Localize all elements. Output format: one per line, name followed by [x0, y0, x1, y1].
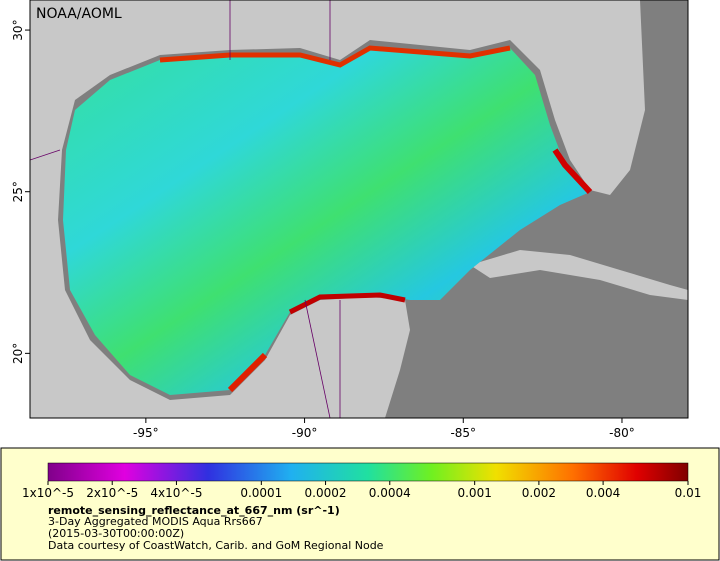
- colorbar-tick-label: 0.0001: [240, 486, 282, 500]
- lon-tick-label: -90°: [292, 426, 318, 440]
- lon-tick-label: -95°: [133, 426, 159, 440]
- colorbar-tick-label: 0.0004: [369, 486, 411, 500]
- cuba: [470, 250, 688, 300]
- lat-tick-label: 25°: [11, 181, 25, 202]
- variable-name: remote_sensing_reflectance_at_667_nm (sr…: [48, 504, 340, 517]
- coastal-high-reflectance: [552, 148, 593, 195]
- colorbar-tick-label: 1x10^-5: [22, 486, 74, 500]
- coastal-high-reflectance: [159, 45, 511, 68]
- colorbar-tick-label: 0.01: [675, 486, 702, 500]
- colorbar-tick-label: 0.0002: [305, 486, 347, 500]
- time: (2015-03-30T00:00:00Z): [48, 527, 184, 540]
- lon-tick-label: -80°: [609, 426, 635, 440]
- lat-tick-label: 20°: [11, 343, 25, 364]
- colorbar-tick-label: 0.001: [457, 486, 491, 500]
- land: [30, 0, 645, 418]
- reflectance-field: [63, 48, 590, 395]
- colorbar-tick-label: 0.002: [522, 486, 556, 500]
- lat-tick-label: 30°: [11, 19, 25, 40]
- coastal-high-reflectance: [227, 352, 268, 393]
- map-frame: [29, 0, 689, 419]
- data-credit: Data courtesy of CoastWatch, Carib. and …: [48, 539, 384, 552]
- border: [30, 0, 341, 418]
- product: 3-Day Aggregated MODIS Aqua Rrs667: [48, 515, 263, 528]
- map-credit: NOAA/AOML: [36, 6, 122, 22]
- colorbar-tick-label: 2x10^-5: [86, 486, 138, 500]
- colorbar-tick-label: 0.004: [586, 486, 620, 500]
- coastal-high-reflectance: [288, 292, 406, 315]
- lon-tick-label: -85°: [450, 426, 476, 440]
- colorbar: [47, 462, 689, 482]
- colorbar-tick-label: 4x10^-5: [150, 486, 202, 500]
- map: [30, 0, 688, 418]
